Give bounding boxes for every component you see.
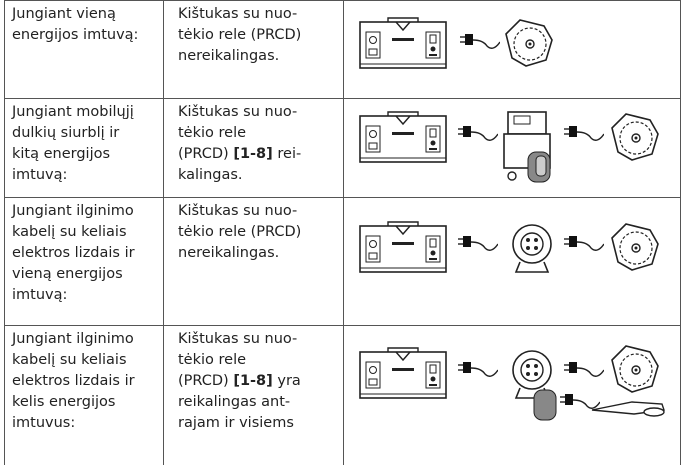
illustration-vacuum-and-device [359, 111, 659, 183]
text-line: kelis energijos [12, 394, 116, 410]
requirement-cell: Kištukas su nuo-tėkio rele (PRCD) nereika… [178, 201, 301, 264]
illustration-single-device [359, 17, 553, 69]
text-segment: rei- [272, 146, 302, 162]
table-border [163, 0, 164, 465]
text-line: kabelį su keliais [12, 352, 127, 368]
table-border [4, 197, 681, 198]
text-line: Jungiant ilginimo [12, 331, 134, 347]
text-segment: yra [272, 373, 301, 389]
requirement-cell: Kištukas su nuo-tėkio rele (PRCD) nereika… [178, 4, 301, 67]
text-line: imtuvus: [12, 415, 76, 431]
situation-cell: Jungiant vieną energijos imtuvą: [12, 4, 138, 46]
text-line: kalingas. [178, 167, 243, 183]
text-line: tėkio rele (PRCD) [178, 27, 302, 43]
situation-cell: Jungiant ilginimo kabelį su keliais elektr… [12, 201, 135, 306]
text-line: vieną energijos [12, 266, 123, 282]
text-line: Kištukas su nuo- [178, 104, 298, 120]
text-line: Jungiant vieną [12, 6, 116, 22]
situation-cell: Jungiant ilginimo kabelį su keliais elektr… [12, 329, 135, 434]
text-line: Kištukas su nuo- [178, 331, 298, 347]
text-line: tėkio rele [178, 125, 247, 141]
text-line: energijos imtuvą: [12, 27, 139, 43]
requirement-cell: Kištukas su nuo-tėkio rele (PRCD) [1-8] r… [178, 102, 301, 186]
table-border [680, 0, 681, 465]
text-line: reikalingas ant- [178, 394, 291, 410]
text-line: nereikalingas. [178, 48, 280, 64]
text-line: elektros lizdais ir [12, 373, 135, 389]
text-line: imtuvą: [12, 167, 68, 183]
table-border [343, 0, 344, 465]
text-line: kitą energijos [12, 146, 111, 162]
text-segment: (PRCD) [178, 373, 234, 389]
text-line: Kištukas su nuo- [178, 6, 298, 22]
text-line: elektros lizdais ir [12, 245, 135, 261]
text-line: Jungiant mobilųjį [12, 104, 134, 120]
text-line: imtuvą: [12, 287, 68, 303]
text-line: (PRCD) [1-8] rei- [178, 144, 301, 165]
reference-number: [1-8] [233, 146, 273, 162]
table-border [4, 0, 5, 465]
situation-cell: Jungiant mobilųjį dulkių siurblį ir kitą e… [12, 102, 134, 186]
text-line: kabelį su keliais [12, 224, 127, 240]
requirement-cell: Kištukas su nuo-tėkio rele (PRCD) [1-8] y… [178, 329, 301, 434]
reference-number: [1-8] [233, 373, 273, 389]
illustration-reel-single-device [359, 221, 659, 273]
text-line: tėkio rele [178, 352, 247, 368]
text-line: nereikalingas. [178, 245, 280, 261]
text-line: dulkių siurblį ir [12, 125, 120, 141]
text-line: Kištukas su nuo- [178, 203, 298, 219]
text-line: Jungiant ilginimo [12, 203, 134, 219]
text-segment: (PRCD) [178, 146, 234, 162]
table-border [4, 98, 681, 99]
table-border [4, 325, 681, 326]
text-line: (PRCD) [1-8] yra [178, 371, 301, 392]
text-line: rajam ir visiems [178, 415, 294, 431]
text-line: tėkio rele (PRCD) [178, 224, 302, 240]
table-border [4, 0, 681, 1]
illustration-reel-multiple-devices [359, 345, 665, 421]
